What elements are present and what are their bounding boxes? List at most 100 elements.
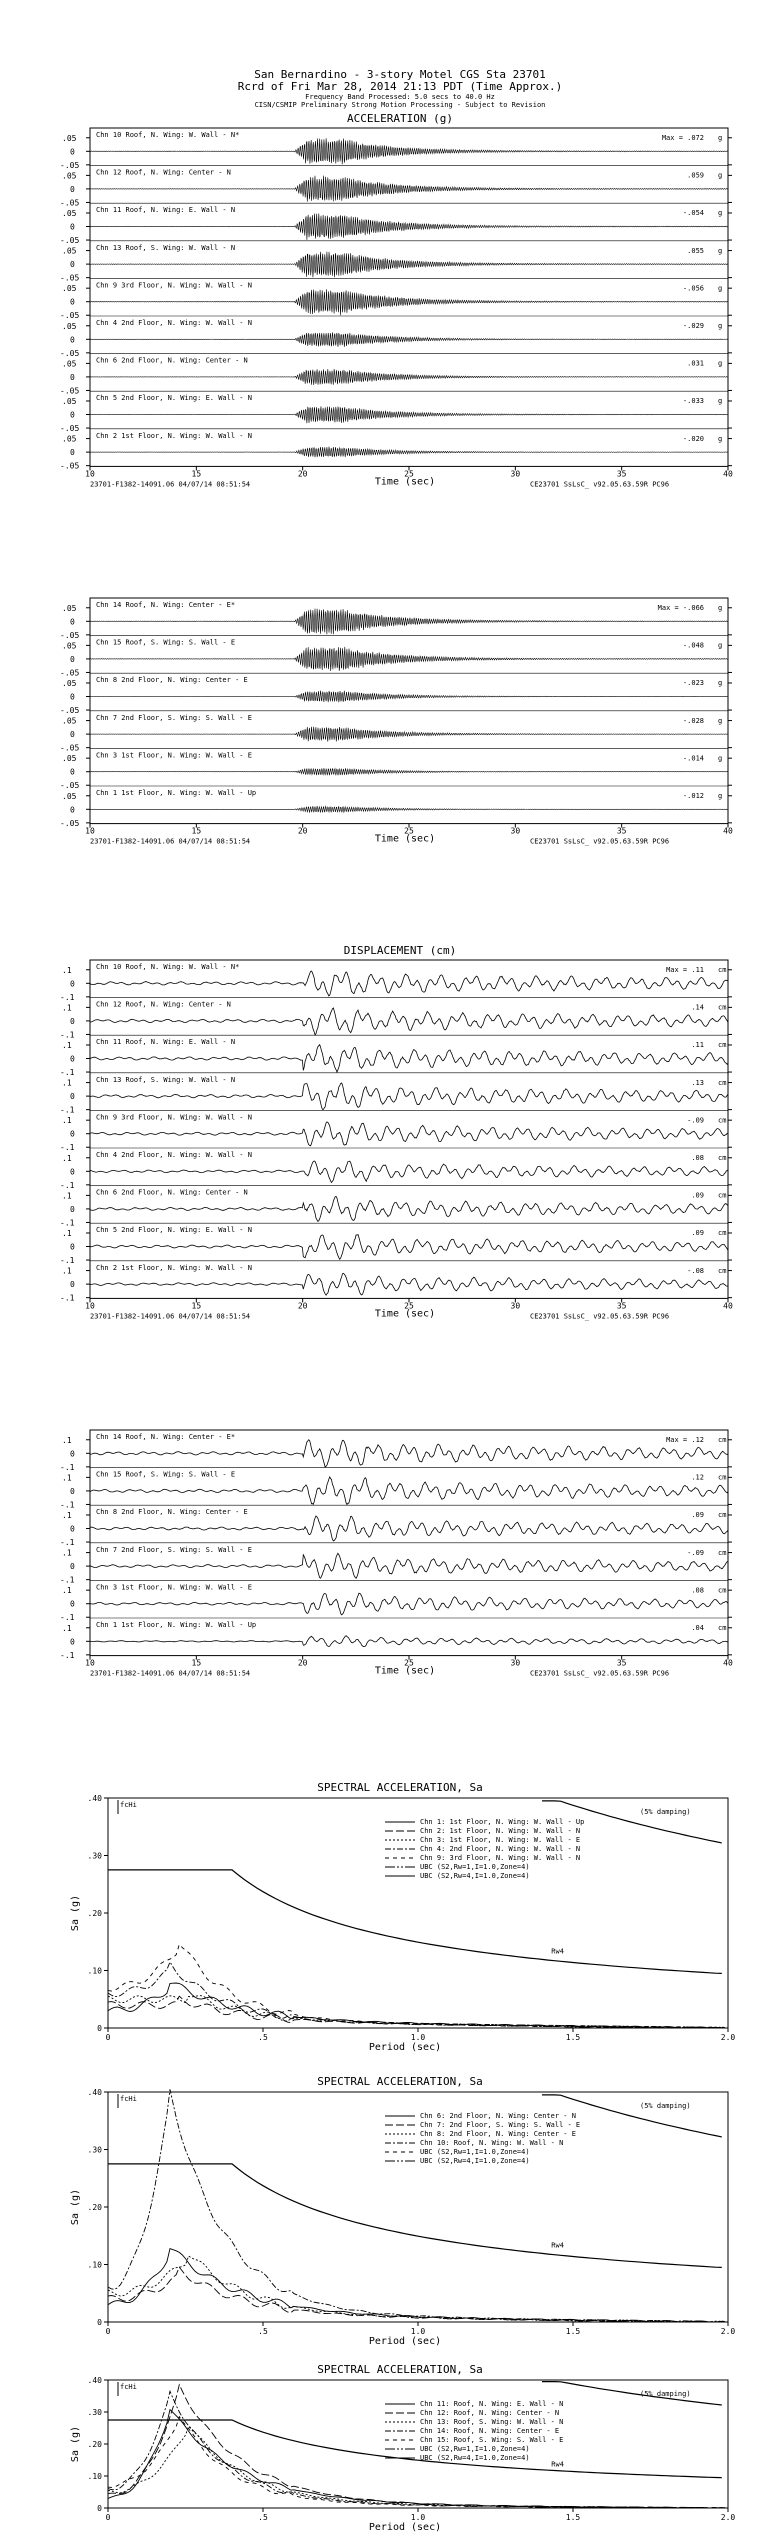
x-tick-label: 40 bbox=[723, 469, 733, 478]
x-tick-label: 10 bbox=[85, 1659, 95, 1668]
channel-label: Chn 10 Roof, N. Wing: W. Wall - N* bbox=[96, 963, 239, 971]
y-tick-label: .05 bbox=[62, 641, 77, 650]
y-tick-label: .05 bbox=[62, 679, 77, 688]
channel-unit: cm bbox=[718, 1511, 726, 1519]
channel-unit: cm bbox=[718, 1041, 726, 1049]
y-tick-label: -.05 bbox=[60, 819, 79, 828]
y-tick-label: -.1 bbox=[60, 1181, 75, 1190]
y-tick-label: .1 bbox=[62, 1191, 72, 1200]
x-tick-label: .5 bbox=[258, 2513, 268, 2522]
y-tick-label: .20 bbox=[88, 2440, 103, 2449]
y-tick-label: 0 bbox=[70, 1130, 75, 1139]
channel-row: .05 0 -.05 Chn 4 2nd Floor, N. Wing: W. Wal… bbox=[60, 315, 732, 358]
spectrum-curve bbox=[107, 1995, 725, 2029]
legend-entry: Chn 2: 1st Floor, N. Wing: W. Wall - N bbox=[420, 1827, 580, 1835]
channel-label: Chn 5 2nd Floor, N. Wing: E. Wall - N bbox=[96, 1226, 252, 1234]
waveform bbox=[89, 1515, 729, 1542]
y-tick-label: -.1 bbox=[60, 1463, 75, 1472]
fchi-label: fcHi bbox=[120, 2095, 137, 2103]
y-tick-label: 0 bbox=[70, 335, 75, 344]
x-tick-label: 25 bbox=[404, 827, 414, 836]
time-axis: 10 15 20 25 30 35 40 Time (sec) 23701-F1382-1409… bbox=[85, 1298, 733, 1320]
y-tick-label: -.05 bbox=[60, 198, 79, 207]
y-tick-label: .1 bbox=[62, 1267, 72, 1276]
y-tick-label: .1 bbox=[62, 1116, 72, 1125]
x-axis-label: Period (sec) bbox=[369, 2042, 441, 2053]
channel-row: .05 0 -.05 Chn 9 3rd Floor, N. Wing: W. Wal… bbox=[60, 278, 732, 320]
legend: Chn 6: 2nd Floor, N. Wing: Center - NChn… bbox=[385, 2112, 580, 2165]
ubc-rw1-curve bbox=[542, 1800, 722, 1844]
y-tick-label: 0 bbox=[70, 1487, 75, 1496]
time-axis: 10 15 20 25 30 35 40 Time (sec) 23701-F1382-1409… bbox=[85, 466, 733, 488]
time-history-dsp1: DISPLACEMENT (cm) .1 0 -.1 Chn 10 Roof, N. W… bbox=[60, 944, 733, 1320]
x-tick-label: 1.0 bbox=[411, 2513, 426, 2522]
plot-frame bbox=[107, 2091, 729, 2323]
x-tick-label: 2.0 bbox=[721, 2033, 736, 2042]
x-tick-label: 30 bbox=[511, 1301, 521, 1310]
legend-entry: Chn 6: 2nd Floor, N. Wing: Center - N bbox=[420, 2112, 576, 2120]
waveform bbox=[89, 690, 728, 703]
channel-label: Chn 2 1st Floor, N. Wing: W. Wall - N bbox=[96, 1264, 252, 1272]
x-tick-label: 20 bbox=[298, 1301, 308, 1310]
channel-row: .05 0 -.05 Chn 15 Roof, S. Wing: S. Wall - … bbox=[60, 635, 732, 677]
legend-entry: Chn 3: 1st Floor, N. Wing: W. Wall - E bbox=[420, 1836, 580, 1844]
channel-label: Chn 7 2nd Floor, S. Wing: S. Wall - E bbox=[96, 714, 252, 722]
channel-label: Chn 8 2nd Floor, N. Wing: Center - E bbox=[96, 676, 248, 684]
legend-entry: Chn 9: 3rd Floor, N. Wing: W. Wall - N bbox=[420, 1854, 580, 1862]
time-history-dsp2: .1 0 -.1 Chn 14 Roof, N. Wing: Center - E* M… bbox=[60, 1429, 733, 1678]
channel-unit: cm bbox=[718, 1229, 726, 1237]
x-tick-label: 0 bbox=[106, 2327, 111, 2336]
y-tick-label: 0 bbox=[97, 2024, 102, 2033]
x-tick-label: 1.5 bbox=[566, 2513, 581, 2522]
channel-max: Max = .12 bbox=[666, 1436, 704, 1444]
channel-label: Chn 15 Roof, S. Wing: S. Wall - E bbox=[96, 639, 235, 647]
rw-label: Rw4 bbox=[551, 1947, 564, 1955]
channel-row: .05 0 -.05 Chn 7 2nd Floor, S. Wing: S. Wal… bbox=[60, 710, 732, 753]
channel-max: -.023 bbox=[683, 679, 704, 687]
y-tick-label: -.05 bbox=[60, 631, 79, 640]
spectrum-curve bbox=[107, 2248, 725, 2323]
spectrum-curve bbox=[107, 1943, 725, 2029]
waveform bbox=[89, 251, 728, 278]
channel-unit: g bbox=[718, 322, 722, 330]
waveform bbox=[89, 1160, 729, 1184]
channel-max: -.028 bbox=[683, 717, 704, 725]
legend-entry: Chn 14: Roof, N. Wing: Center - E bbox=[420, 2427, 559, 2435]
channel-label: Chn 7 2nd Floor, S. Wing: S. Wall - E bbox=[96, 1546, 252, 1554]
y-tick-label: .30 bbox=[88, 2146, 103, 2155]
spectra-title: SPECTRAL ACCELERATION, Sa bbox=[317, 1781, 483, 1794]
charts-layer: ACCELERATION (g) .05 0 -.05 Chn 10 Roof, N. … bbox=[60, 112, 735, 2533]
channel-max: .09 bbox=[691, 1511, 704, 1519]
footer-left: 23701-F1382-14091.06 04/07/14 08:51:54 bbox=[90, 1312, 250, 1320]
y-tick-label: 0 bbox=[70, 1637, 75, 1646]
channel-row: .05 0 -.05 Chn 2 1st Floor, N. Wing: W. Wal… bbox=[60, 428, 732, 471]
y-axis-label: Sa (g) bbox=[70, 2426, 81, 2462]
damping-label: (5% damping) bbox=[640, 1808, 691, 1816]
x-tick-label: 10 bbox=[85, 827, 95, 836]
waveform bbox=[89, 1475, 729, 1506]
spectra-title: SPECTRAL ACCELERATION, Sa bbox=[317, 2363, 483, 2376]
channel-label: Chn 3 1st Floor, N. Wing: W. Wall - E bbox=[96, 1583, 252, 1591]
spectral-chart-sa1: SPECTRAL ACCELERATION, Sa fcHi (5% damping… bbox=[70, 1781, 735, 2053]
channel-row: .1 0 -.1 Chn 11 Roof, N. Wing: E. Wall - N.… bbox=[60, 1034, 732, 1077]
channel-label: Chn 13 Roof, S. Wing: W. Wall - N bbox=[96, 1076, 235, 1084]
y-tick-label: .40 bbox=[88, 2376, 103, 2385]
y-tick-label: -.05 bbox=[60, 424, 79, 433]
channel-max: -.033 bbox=[683, 397, 704, 405]
legend-entry: Chn 11: Roof, N. Wing: E. Wall - N bbox=[420, 2400, 563, 2408]
waveform bbox=[89, 805, 728, 814]
channel-row: .1 0 -.1 Chn 1 1st Floor, N. Wing: W. Wall … bbox=[60, 1617, 732, 1660]
plot-frame bbox=[107, 1797, 729, 2029]
waveform bbox=[89, 175, 729, 202]
x-tick-label: 35 bbox=[617, 827, 627, 836]
spectra-title: SPECTRAL ACCELERATION, Sa bbox=[317, 2075, 483, 2088]
footer-right: CE23701 SsLsC_ v92.05.63.59R PC96 bbox=[530, 1312, 669, 1320]
x-tick-label: 40 bbox=[723, 1659, 733, 1668]
y-tick-label: -.05 bbox=[60, 706, 79, 715]
channel-label: Chn 1 1st Floor, N. Wing: W. Wall - Up bbox=[96, 1621, 256, 1629]
x-tick-label: 15 bbox=[192, 1659, 202, 1668]
y-tick-label: 0 bbox=[70, 1280, 75, 1289]
waveform bbox=[89, 608, 728, 635]
y-tick-label: -.05 bbox=[60, 274, 79, 283]
legend-entry: Chn 13: Roof, S. Wing: W. Wall - N bbox=[420, 2418, 563, 2426]
